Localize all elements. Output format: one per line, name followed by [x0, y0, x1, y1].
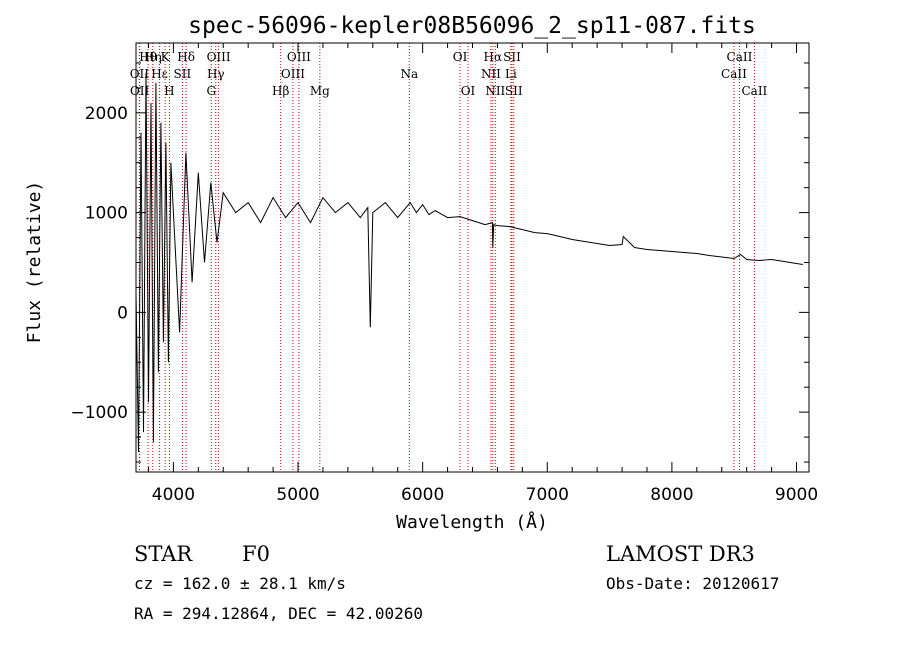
line-marker-label: CaII [741, 84, 767, 98]
y-axis: −1000 0 1000 2000 [70, 62, 809, 463]
line-marker-label: SII [505, 84, 523, 98]
x-tick-label: 7000 [526, 485, 569, 505]
redshift-text: cz = 162.0 ± 28.1 km/s [134, 574, 346, 593]
line-marker-label: K [161, 50, 171, 64]
line-marker-label: Hγ [207, 67, 225, 81]
line-marker-label: OI [461, 84, 476, 98]
line-marker-label: OIII [207, 50, 231, 64]
chart-title: spec-56096-kepler08B56096_2_sp11-087.fit… [188, 13, 756, 39]
x-axis: 4000 5000 6000 7000 8000 9000 [147, 43, 818, 505]
plot-frame [135, 42, 810, 473]
survey-name: LAMOST DR3 [606, 542, 755, 566]
x-tick-label: 5000 [276, 485, 319, 505]
line-marker-label: SII [503, 50, 521, 64]
line-marker-label: CaII [721, 67, 747, 81]
line-marker-label: NII [481, 67, 501, 81]
x-tick-label: 6000 [401, 485, 444, 505]
object-class: STAR [134, 542, 193, 566]
line-marker-label: OIII [281, 67, 305, 81]
spectrum-line [135, 72, 803, 453]
line-marker-label: Li [505, 67, 517, 81]
line-marker-label: Hα [484, 50, 503, 64]
obs-date-text: Obs-Date: 20120617 [606, 574, 779, 593]
line-marker-label: NII [485, 84, 505, 98]
line-marker-label: Hδ [177, 50, 195, 64]
object-subclass: F0 [242, 542, 270, 566]
x-tick-label: 4000 [152, 485, 195, 505]
x-tick-label: 9000 [775, 485, 818, 505]
y-tick-label: 2000 [85, 104, 128, 124]
line-marker-label: OII [130, 84, 150, 98]
spectrum-series [135, 72, 803, 453]
y-axis-label: Flux (relative) [24, 181, 45, 344]
line-marker-label: OIII [287, 50, 311, 64]
x-tick-label: 8000 [650, 485, 693, 505]
x-axis-label: Wavelength (Å) [396, 511, 548, 533]
line-marker-label: H [164, 84, 174, 98]
line-marker-label: G [206, 84, 216, 98]
y-tick-label: −1000 [70, 403, 128, 423]
coordinates-text: RA = 294.12864, DEC = 42.00260 [134, 604, 423, 623]
line-marker-label: OI [453, 50, 468, 64]
line-marker-label: Hη [144, 50, 162, 64]
line-marker-label: SII [174, 67, 192, 81]
y-tick-label: 0 [117, 303, 128, 323]
line-marker-label: CaII [727, 50, 753, 64]
line-marker-label: Hβ [272, 84, 289, 98]
line-marker-label: Mg [310, 84, 330, 98]
y-tick-label: 1000 [85, 204, 128, 224]
line-marker-label: Na [400, 67, 418, 81]
line-marker-label: Hε [151, 67, 168, 81]
line-marker-label: Hθ [139, 50, 157, 64]
